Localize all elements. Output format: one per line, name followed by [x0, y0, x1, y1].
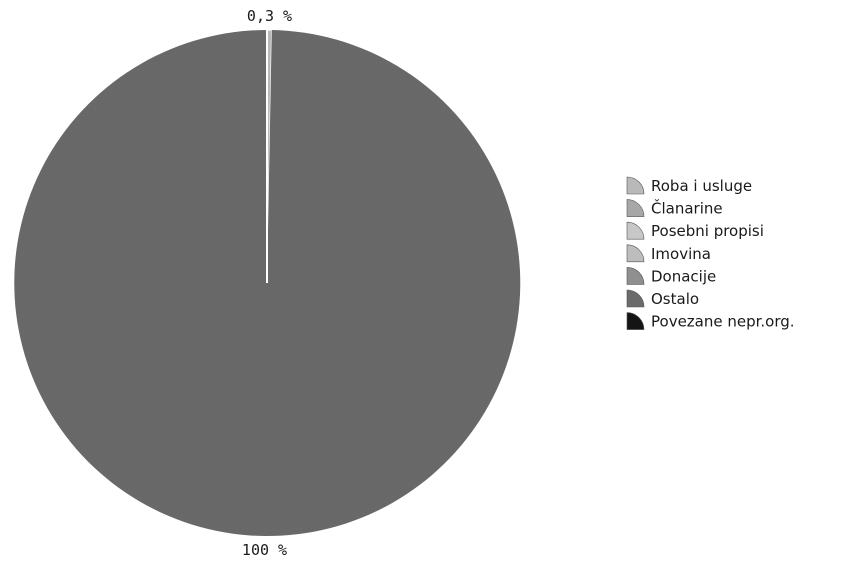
legend-item-posebni-propisi: Posebni propisi [626, 221, 764, 240]
legend-item-clanarine: Članarine [626, 199, 723, 218]
data-label-roba-i-usluge: 0,3 % [247, 7, 292, 25]
legend-label: Članarine [651, 199, 723, 218]
legend-swatch-icon [626, 199, 645, 217]
legend-swatch-icon [626, 312, 645, 330]
legend-label: Povezane nepr.org. [651, 313, 795, 331]
legend-label: Posebni propisi [651, 222, 764, 240]
pie-data-labels: 0,3 % 100 % [242, 7, 292, 559]
legend-label: Donacije [651, 267, 716, 285]
data-label-ostalo: 100 % [242, 541, 287, 559]
legend-swatch-icon [626, 244, 645, 263]
legend-item-povezane-nepr-org: Povezane nepr.org. [626, 312, 795, 331]
legend-label: Roba i usluge [651, 177, 752, 195]
legend-swatch-icon [626, 267, 645, 285]
legend-swatch-icon [626, 289, 645, 308]
legend-item-ostalo: Ostalo [626, 289, 699, 308]
legend-swatch-icon [626, 176, 645, 195]
legend-item-imovina: Imovina [626, 244, 711, 263]
pie-slices [14, 29, 521, 536]
legend-swatch-icon [626, 221, 645, 240]
legend-label: Ostalo [651, 290, 699, 308]
legend: Roba i usluge Članarine Posebni propisi Imo… [626, 176, 795, 331]
legend-label: Imovina [651, 245, 711, 263]
pie-slice-roba-i-usluge [266, 29, 273, 284]
legend-item-donacije: Donacije [626, 267, 716, 285]
legend-item-roba-i-usluge: Roba i usluge [626, 176, 752, 195]
